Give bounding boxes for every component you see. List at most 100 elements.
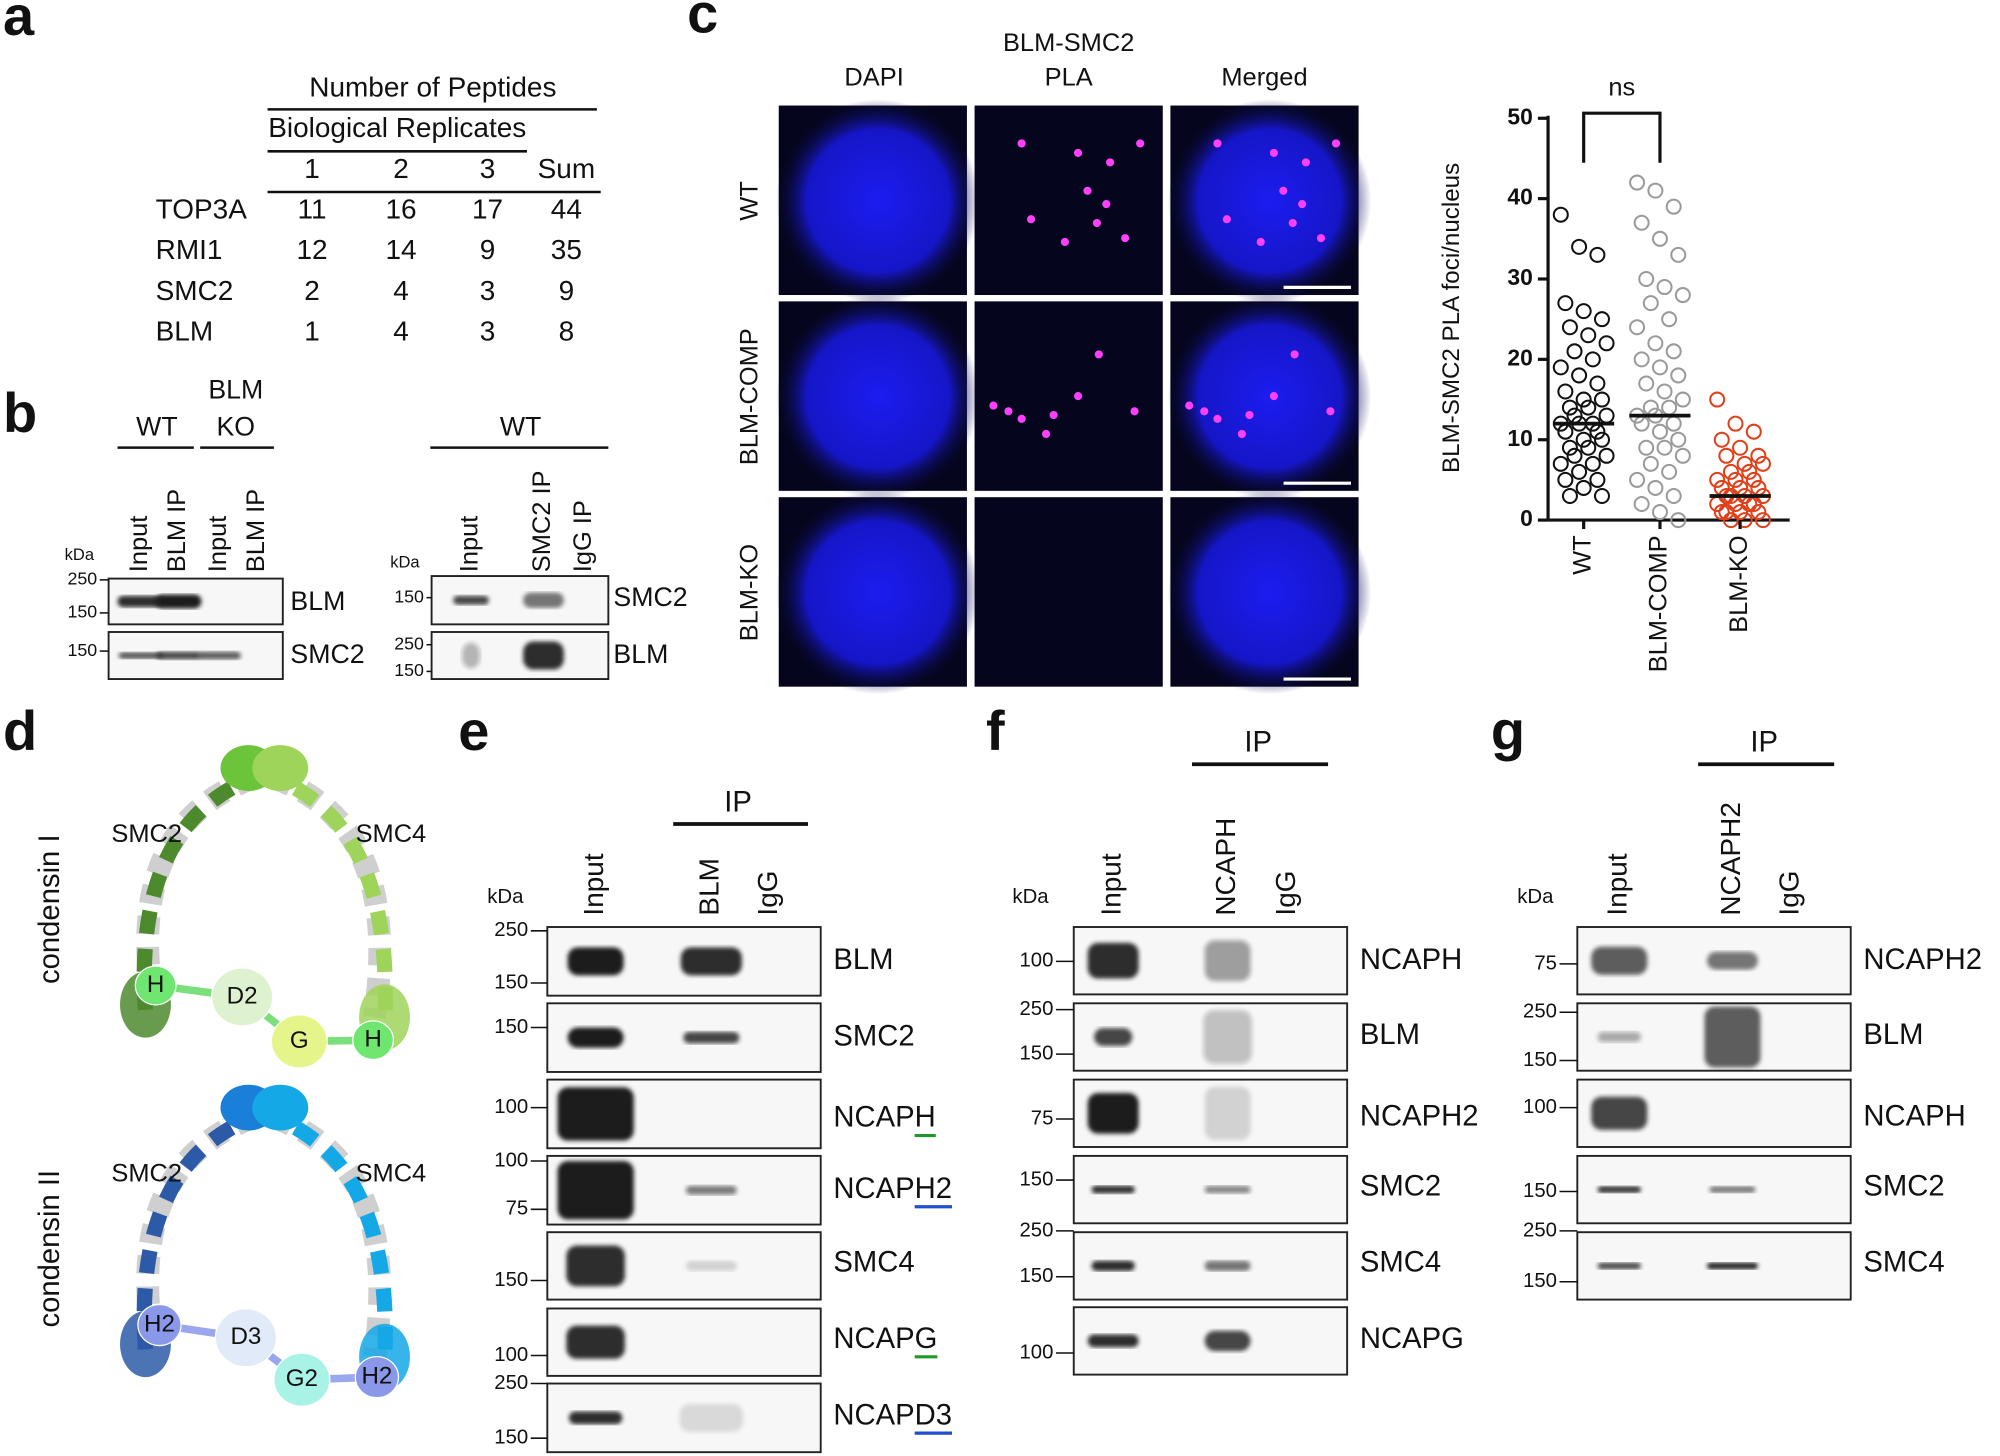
y-axis-label: BLM-SMC2 PLA foci/nucleus — [1438, 163, 1465, 473]
data-point — [1718, 447, 1735, 464]
group-label: WT — [136, 412, 178, 442]
x-tick-label: BLM-KO — [1725, 535, 1753, 632]
table-cell: 1 — [304, 316, 320, 347]
y-tick-label: 40 — [1507, 184, 1532, 210]
lane-label: Input — [578, 853, 609, 915]
data-point — [1727, 415, 1744, 432]
data-point — [1647, 335, 1664, 352]
pla-focus — [1074, 392, 1083, 401]
marker-label: 150 — [1019, 1265, 1053, 1287]
lane-label: IgG — [1270, 870, 1301, 915]
pla-focus — [1094, 350, 1103, 359]
data-point — [1651, 230, 1668, 247]
protein-label-suffix: H — [915, 1102, 936, 1134]
protein-label: SMC2 — [613, 582, 687, 612]
data-point — [1571, 463, 1588, 480]
marker-label: 150 — [1019, 1043, 1053, 1065]
marker-label: 100 — [1019, 950, 1053, 972]
data-point — [1754, 455, 1771, 472]
smc-arm — [272, 771, 393, 1025]
lane-label: NCAPH2 — [1715, 802, 1746, 915]
band — [1597, 1186, 1641, 1193]
band — [557, 1160, 634, 1220]
band — [1707, 951, 1758, 970]
panel-letter: e — [458, 699, 489, 762]
protein-label: NCAP — [833, 1399, 914, 1431]
marker-label: 100 — [1019, 1341, 1053, 1363]
band — [1087, 1092, 1139, 1134]
marker-label: 250 — [67, 569, 97, 589]
data-point — [1598, 335, 1615, 352]
table-cell: 35 — [551, 234, 582, 265]
marker-label: 250 — [1523, 1001, 1557, 1023]
table-cell: 16 — [386, 193, 417, 224]
data-point — [1670, 512, 1687, 529]
protein-label-suffix: G — [915, 1323, 938, 1355]
marker-label: 150 — [494, 1016, 528, 1038]
protein-label: NCAPH — [1360, 944, 1462, 976]
pla-focus — [1092, 218, 1101, 228]
subunit-label: H — [364, 1026, 381, 1053]
data-point — [1727, 496, 1744, 513]
micrograph — [974, 301, 1163, 491]
table-cell: 8 — [559, 316, 575, 347]
pla-focus — [1026, 215, 1036, 224]
table-cell: 11 — [298, 193, 327, 224]
nucleus — [776, 99, 980, 303]
protein-label: SMC4 — [1863, 1247, 1944, 1279]
data-point — [1727, 471, 1744, 488]
row-label: RMI1 — [156, 234, 223, 265]
subunit-label: H2 — [144, 1310, 175, 1337]
data-point — [1661, 311, 1678, 328]
data-point — [1633, 415, 1650, 432]
pla-focus — [1049, 410, 1058, 420]
band — [567, 947, 624, 976]
protein-label-suffix: D3 — [915, 1399, 952, 1431]
kda-label: kDa — [65, 545, 95, 564]
subunit-label: D3 — [230, 1323, 261, 1350]
column-header: 1 — [304, 153, 320, 184]
pla-focus — [1316, 234, 1326, 243]
protein-label: NCAPH2 — [1360, 1100, 1479, 1132]
data-point — [1629, 471, 1646, 488]
data-point — [1651, 359, 1668, 376]
pla-focus — [1200, 407, 1209, 416]
data-point — [1670, 367, 1687, 384]
data-point — [1638, 270, 1655, 288]
table-cell: 17 — [472, 193, 503, 224]
subunit-label: H — [147, 971, 164, 998]
significance-bracket — [1582, 111, 1662, 163]
kda-label: kDa — [487, 886, 524, 908]
pla-focus — [1298, 199, 1307, 209]
data-point — [1580, 399, 1597, 416]
marker-label: 150 — [394, 660, 424, 680]
lane-label: NCAPH — [1210, 818, 1241, 916]
data-point — [1633, 496, 1650, 513]
data-point — [1552, 455, 1569, 472]
complex-label: condensin II — [34, 1170, 66, 1328]
data-point — [1580, 439, 1597, 456]
data-point — [1561, 319, 1578, 336]
subunit — [273, 1352, 331, 1407]
band — [568, 1411, 623, 1425]
data-point — [1674, 391, 1691, 408]
row-label: TOP3A — [156, 193, 248, 224]
band — [1204, 1086, 1251, 1141]
data-point — [1593, 391, 1610, 408]
data-point — [1670, 246, 1687, 263]
band — [523, 592, 564, 608]
table-cell: 44 — [551, 193, 582, 224]
protein-label: SMC4 — [1360, 1247, 1441, 1279]
band — [566, 1245, 625, 1287]
band — [1204, 1185, 1251, 1194]
data-point — [1713, 479, 1730, 496]
group-label: BLM — [208, 375, 263, 405]
band — [117, 595, 164, 608]
data-point — [1665, 487, 1682, 504]
protein-label: NCAPH — [1863, 1100, 1965, 1132]
band — [453, 595, 489, 605]
data-point — [1593, 431, 1610, 448]
data-point — [1575, 303, 1592, 320]
pla-focus — [1130, 407, 1139, 416]
column-header: Sum — [538, 153, 596, 184]
